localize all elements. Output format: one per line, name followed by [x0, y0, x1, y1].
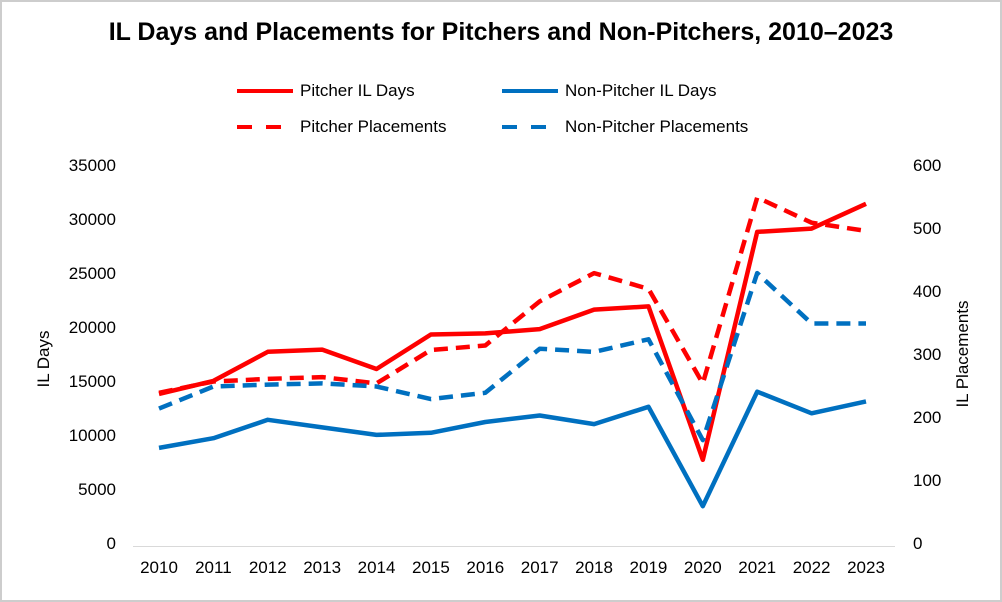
legend-swatch-pitcher-placements: [237, 125, 293, 129]
legend-swatch-non-pitcher-placements: [502, 125, 558, 129]
legend-item-non-pitcher-il-days: Non-Pitcher IL Days: [502, 81, 717, 100]
axis-tick-label: 300: [913, 345, 942, 364]
axis-tick-label: 500: [913, 219, 942, 238]
legend-label: Pitcher IL Days: [300, 81, 415, 100]
axis-tick-label: 2016: [466, 558, 505, 577]
axis-tick-label: 2010: [140, 558, 178, 577]
axis-tick-label: 25000: [68, 264, 116, 283]
axis-tick-label: 35000: [68, 156, 116, 175]
axis-tick-label: 600: [913, 156, 942, 175]
axis-tick-label: 2022: [792, 558, 831, 577]
axis-tick-label: 2011: [195, 558, 232, 577]
axis-tick-label: 2023: [847, 558, 885, 577]
axis-tick-label: 2020: [683, 558, 722, 577]
legend-label: Pitcher Placements: [300, 117, 447, 136]
axis-tick-label: 0: [106, 534, 116, 553]
axis-tick-label: 200: [913, 408, 942, 427]
axis-tick-label: 2014: [357, 558, 396, 577]
axis-tick-label: 2012: [248, 558, 287, 577]
legend-swatch-pitcher-il-days: [237, 89, 293, 93]
axis-tick-label: 2019: [629, 558, 668, 577]
legend-item-non-pitcher-placements: Non-Pitcher Placements: [502, 117, 749, 136]
series-line-pitcher-placements: [158, 195, 867, 396]
axis-tick-label: 20000: [68, 318, 116, 337]
axis-tick-label: 400: [913, 282, 942, 301]
legend-item-pitcher-placements: Pitcher Placements: [237, 117, 447, 136]
axis-tick-label: 2021: [738, 558, 777, 577]
axis-tick-label: 5000: [78, 480, 116, 499]
axis-tick-label: 100: [913, 471, 942, 490]
axis-tick-label: 2018: [575, 558, 613, 577]
axis-tick-label: 10000: [68, 426, 116, 445]
axis-tick-label: 2013: [303, 558, 342, 577]
legend-label: Non-Pitcher IL Days: [565, 81, 717, 100]
x-axis-line: [133, 546, 895, 547]
series-line-non-pitcher-placements: [158, 270, 866, 443]
axis-tick-label: 15000: [68, 372, 116, 391]
legend-swatch-non-pitcher-il-days: [502, 89, 558, 93]
axis-tick-label: 2017: [520, 558, 559, 577]
axis-tick-label: 2015: [412, 558, 450, 577]
legend-label: Non-Pitcher Placements: [565, 117, 749, 136]
series-line-pitcher-il-days: [158, 201, 867, 463]
axis-tick-label: 0: [913, 534, 923, 553]
chart-title: IL Days and Placements for Pitchers and …: [108, 18, 894, 46]
series-line-non-pitcher-il-days: [158, 389, 867, 509]
axis-tick-label: 30000: [68, 210, 116, 229]
legend-item-pitcher-il-days: Pitcher IL Days: [237, 81, 415, 100]
